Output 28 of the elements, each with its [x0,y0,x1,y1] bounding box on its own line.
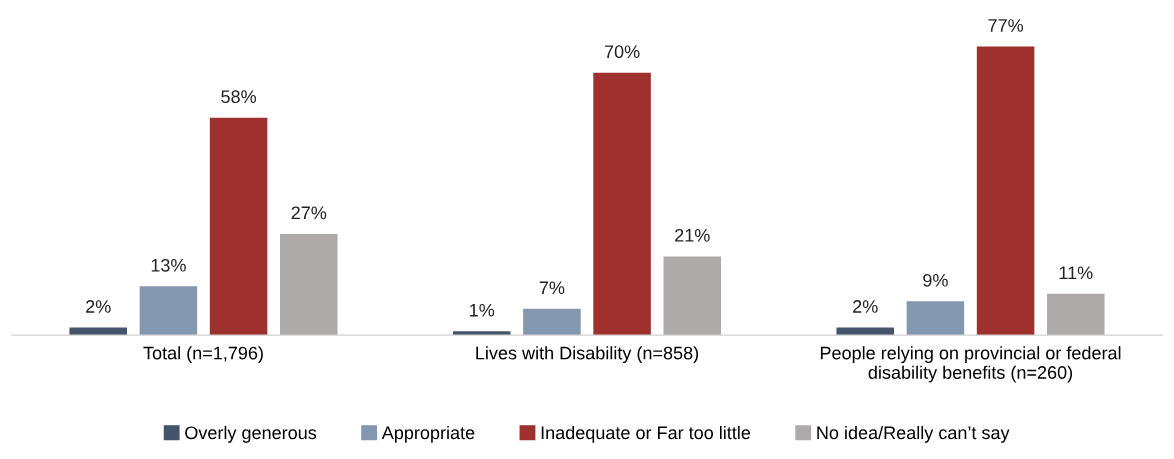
data-label: 77% [988,19,1024,32]
bar [593,72,651,336]
data-label: 21% [675,228,710,242]
data-label: 1% [470,303,495,317]
bar [906,301,965,336]
bar [209,117,268,336]
bar [976,46,1035,336]
data-label: 2% [86,300,111,313]
legend-label: Inadequate or Far too little [541,425,751,443]
legend-label: Overly generous [185,425,317,443]
x-tick-label: Lives with Disability (n=858) [476,346,699,364]
legend-label: Appropriate [381,425,475,443]
x-tick-label: Total (n=1,796) [143,346,263,363]
legend-label: No idea/Really can’t say [817,425,1010,443]
data-label: 9% [923,273,948,287]
data-label: 2% [853,300,878,313]
bar [139,286,198,336]
data-label: 70% [604,45,640,59]
bar [280,233,338,336]
data-label: 27% [291,206,327,220]
bar [523,308,581,336]
data-label: 58% [221,90,257,104]
data-label: 11% [1059,266,1093,280]
x-tick-label: People relying on provincial or federal disability benefits (n=260) [820,346,1121,383]
data-label: 7% [539,281,565,295]
data-label: 13% [151,258,186,272]
bar [663,256,722,336]
bar [1047,293,1105,336]
